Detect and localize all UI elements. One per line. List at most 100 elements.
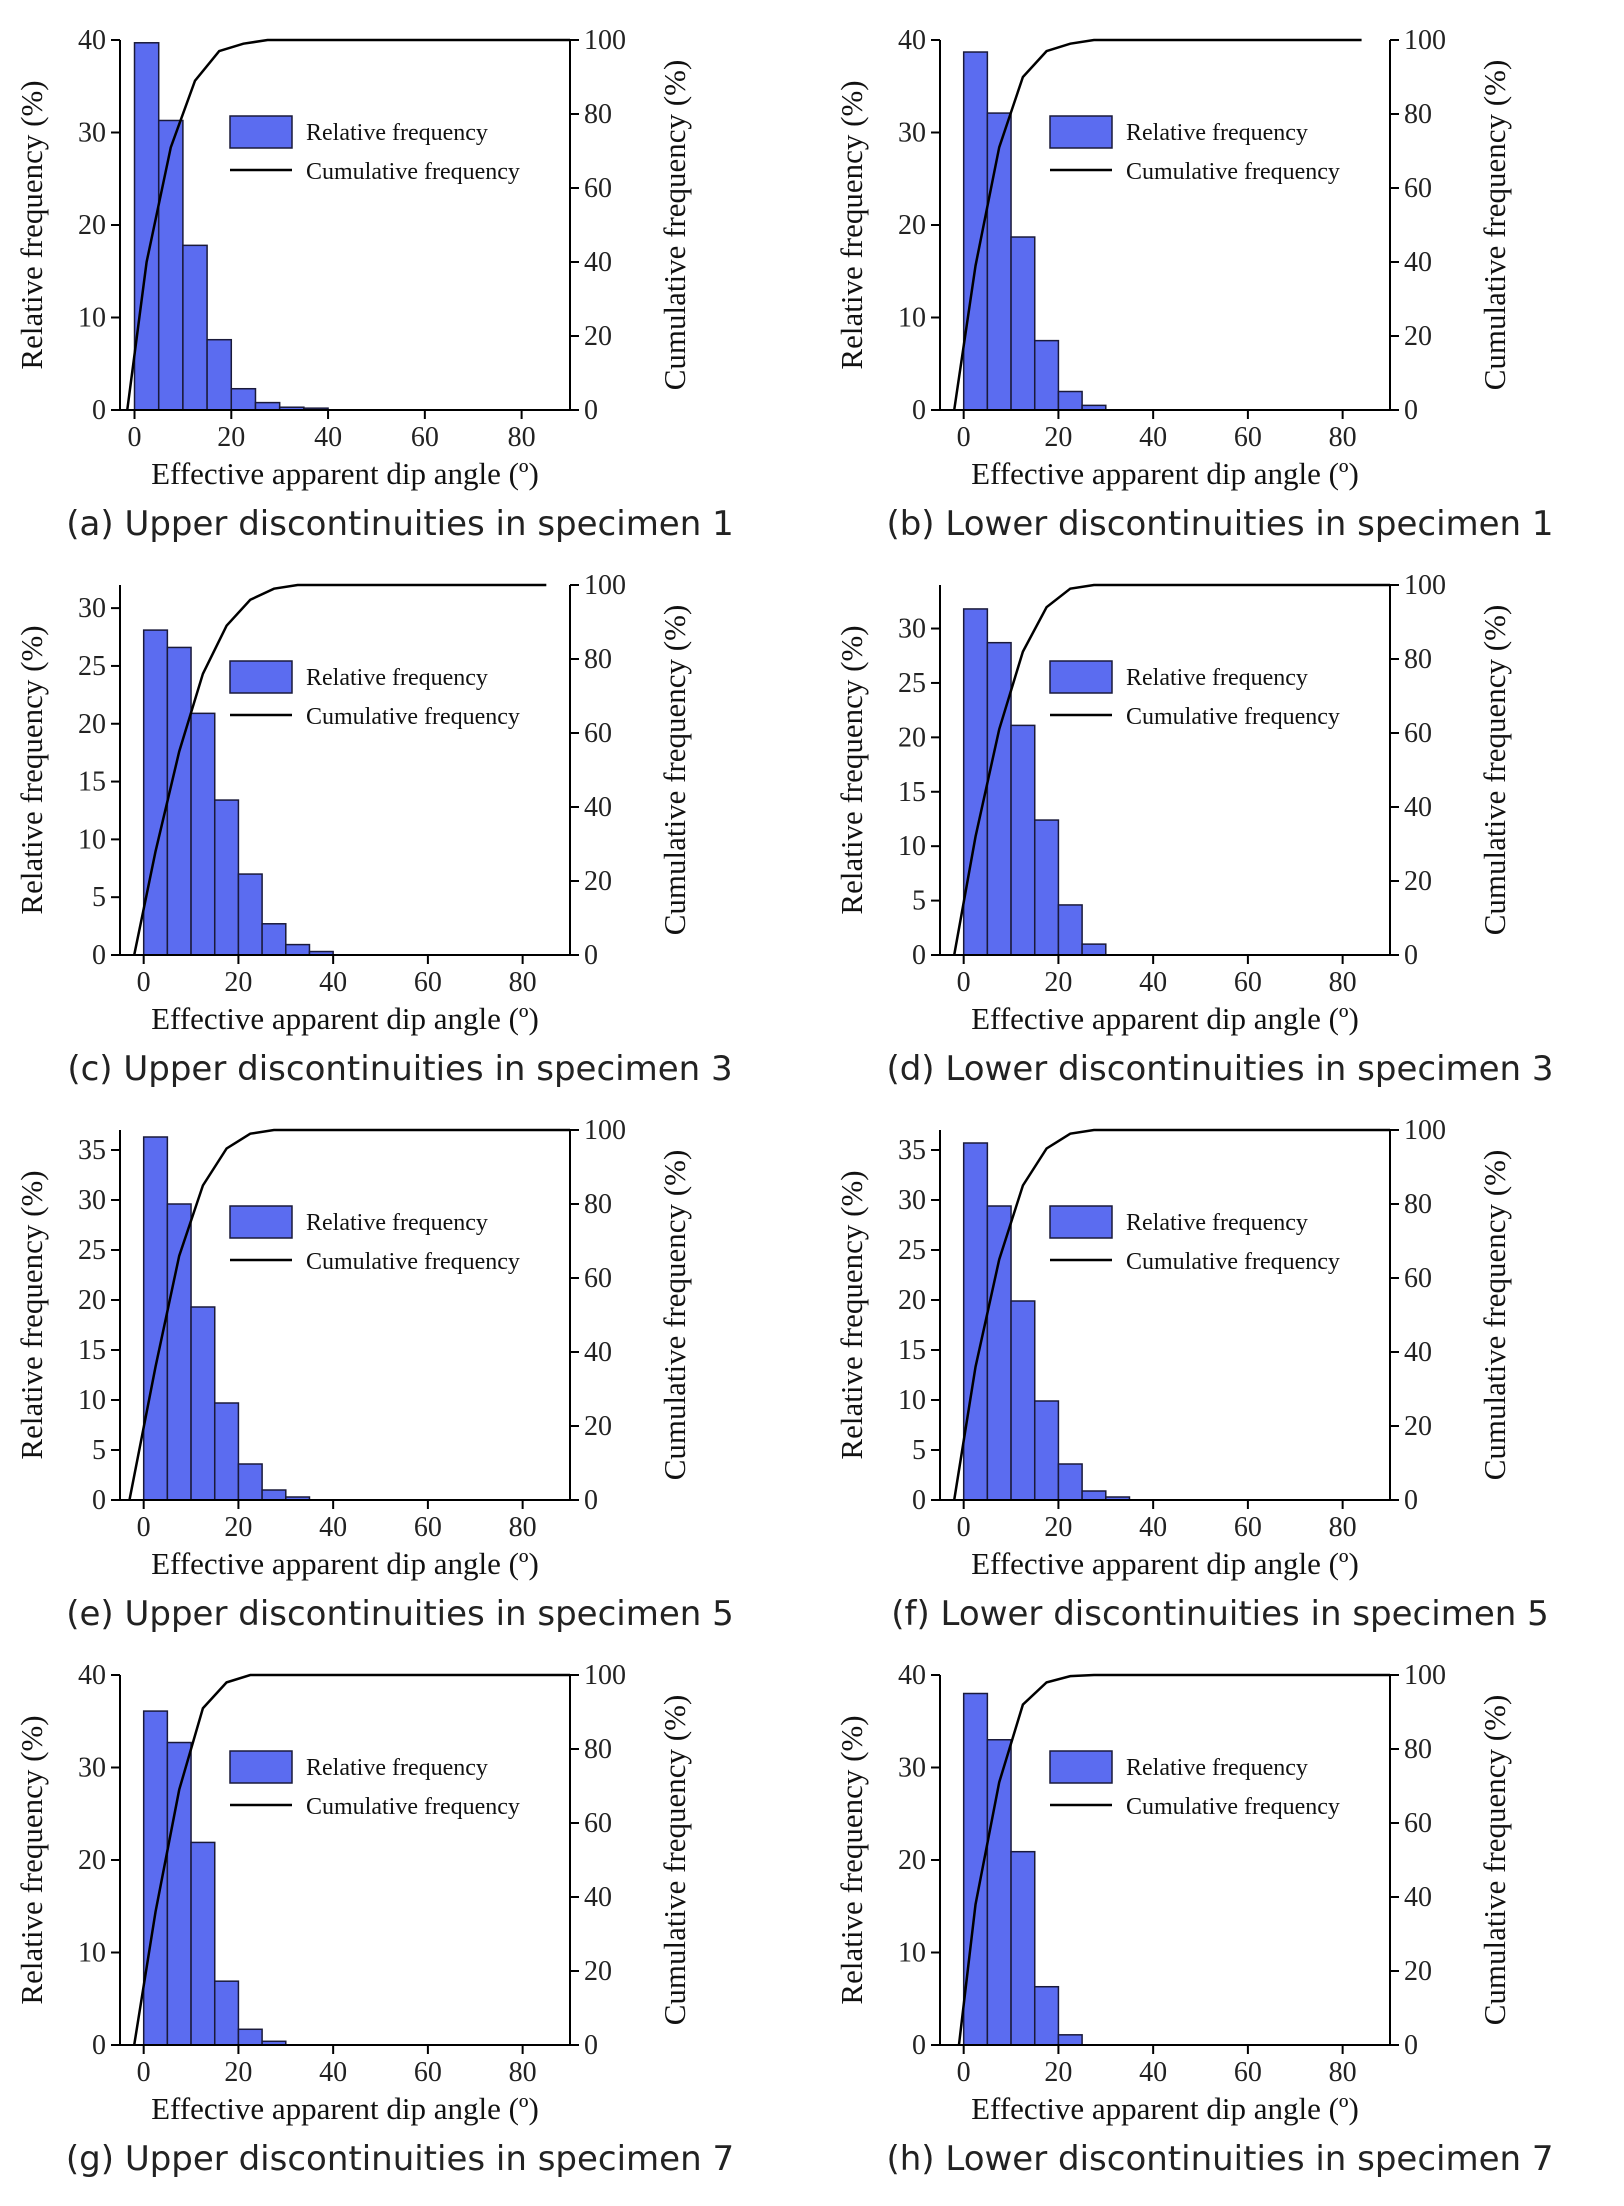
- legend-swatch-bar: [229, 1205, 293, 1239]
- y-tick-label: 20: [78, 709, 106, 740]
- histogram-bar: [1033, 819, 1060, 956]
- y2-tick-label: 0: [1404, 2030, 1418, 2061]
- legend-swatch-bar: [229, 1750, 293, 1784]
- y2-tick-label: 20: [584, 1411, 612, 1442]
- histogram-bar: [230, 387, 257, 411]
- y2-axis-title: Cumulative frequency (%): [657, 60, 692, 391]
- y2-tick-label: 0: [584, 940, 598, 971]
- y2-tick-label: 60: [584, 1808, 612, 1839]
- x-tick-label: 40: [1139, 967, 1167, 998]
- histogram-bar: [206, 338, 233, 411]
- chart-svg-a: 0 20 40 60 80 0 10 20 30 40 0 20 40 60 80 100 Effective …: [14, 25, 692, 491]
- y-tick-label: 25: [78, 651, 106, 682]
- x-tick-label: 20: [1044, 2057, 1072, 2088]
- y-tick-label: 10: [898, 831, 926, 862]
- x-tick-label: 60: [1234, 967, 1262, 998]
- histogram-bar: [157, 119, 184, 411]
- y-tick-label: 5: [92, 1435, 106, 1466]
- histogram-bar: [1081, 943, 1107, 956]
- legend-label: Relative frequency: [306, 1210, 488, 1236]
- x-tick-label: 80: [1329, 1512, 1357, 1543]
- y2-tick-label: 0: [584, 1485, 598, 1516]
- y2-tick-label: 20: [1404, 866, 1432, 897]
- y2-tick-label: 20: [1404, 321, 1432, 352]
- chart-caption: (h) Lower discontinuities in specimen 7: [886, 2139, 1554, 2179]
- y2-tick-label: 100: [584, 25, 626, 56]
- legend-label: Relative frequency: [306, 665, 488, 691]
- cumulative-frequency-line: [957, 1673, 1390, 2046]
- legend-label: Relative frequency: [1126, 120, 1308, 146]
- y2-tick-label: 60: [584, 173, 612, 204]
- histogram-bar: [1010, 1300, 1036, 1501]
- y2-tick-label: 80: [584, 644, 612, 675]
- y2-tick-label: 80: [1404, 1734, 1432, 1765]
- legend-label: Cumulative frequency: [1126, 159, 1340, 185]
- x-tick-label: 40: [314, 422, 342, 453]
- y-axis-title: Relative frequency (%): [14, 80, 49, 369]
- chart-panel-g: 0 20 40 60 80 0 10 20 30 40 0 20 40 60 80 100 Effective …: [10, 1645, 790, 2190]
- y-tick-label: 10: [78, 1385, 106, 1416]
- y-tick-label: 0: [912, 940, 926, 971]
- y-tick-label: 15: [78, 1335, 106, 1366]
- y-tick-label: 30: [78, 1753, 106, 1784]
- x-tick-label: 0: [957, 422, 971, 453]
- histogram-bar: [1057, 390, 1083, 411]
- y2-tick-label: 40: [1404, 247, 1432, 278]
- x-tick-label: 0: [957, 1512, 971, 1543]
- x-axis-title: Effective apparent dip angle (º): [151, 456, 539, 491]
- y-tick-label: 30: [78, 593, 106, 624]
- legend-label: Cumulative frequency: [306, 1794, 520, 1820]
- y2-axis-title: Cumulative frequency (%): [657, 1695, 692, 2026]
- y-tick-label: 15: [898, 777, 926, 808]
- y2-tick-label: 60: [1404, 1263, 1432, 1294]
- histogram-bar: [213, 1402, 240, 1501]
- histogram-bar: [190, 1841, 216, 2046]
- y2-tick-label: 100: [1404, 1115, 1446, 1146]
- chart-svg-c: 0 20 40 60 80 0 5 10 15 20 25 30 0 20 40 60 80 100 Effecti…: [14, 570, 692, 1036]
- cumulative-frequency-line: [128, 1128, 570, 1501]
- histogram-bar: [1010, 236, 1036, 411]
- y-tick-label: 0: [92, 940, 106, 971]
- y-tick-label: 30: [898, 1753, 926, 1784]
- chart-caption: (a) Upper discontinuities in specimen 1: [66, 504, 734, 544]
- x-tick-label: 60: [411, 422, 439, 453]
- histogram-bar: [190, 712, 216, 956]
- y-tick-label: 40: [898, 1660, 926, 1691]
- x-tick-label: 80: [1329, 422, 1357, 453]
- y-tick-label: 30: [898, 1185, 926, 1216]
- y-tick-label: 10: [898, 303, 926, 334]
- y-axis-title: Relative frequency (%): [14, 625, 49, 914]
- cumulative-frequency-line: [952, 1128, 1390, 1501]
- y-tick-label: 0: [92, 395, 106, 426]
- y2-tick-label: 60: [584, 718, 612, 749]
- cumulative-frequency-line: [126, 38, 570, 411]
- x-axis-title: Effective apparent dip angle (º): [971, 1546, 1359, 1581]
- x-tick-label: 60: [414, 1512, 442, 1543]
- legend-label: Cumulative frequency: [1126, 1794, 1340, 1820]
- y2-tick-label: 100: [584, 570, 626, 601]
- histogram-bar: [986, 112, 1012, 411]
- x-tick-label: 0: [137, 1512, 151, 1543]
- legend-swatch-bar: [1049, 1750, 1113, 1784]
- cumulative-frequency-line: [132, 583, 547, 956]
- histogram-bar: [254, 401, 281, 411]
- chart-caption: (f) Lower discontinuities in specimen 5: [891, 1594, 1549, 1634]
- x-tick-label: 60: [1234, 2057, 1262, 2088]
- x-tick-label: 80: [509, 2057, 537, 2088]
- y-tick-label: 5: [912, 886, 926, 917]
- histogram-bar: [1010, 724, 1036, 956]
- histogram-bar: [142, 629, 169, 956]
- y2-tick-label: 80: [1404, 1189, 1432, 1220]
- x-tick-label: 20: [224, 2057, 252, 2088]
- histogram-bar: [1057, 2034, 1083, 2046]
- x-tick-label: 40: [1139, 422, 1167, 453]
- y-tick-label: 25: [898, 668, 926, 699]
- legend-swatch-bar: [1049, 1205, 1113, 1239]
- legend-label: Cumulative frequency: [306, 1249, 520, 1275]
- chart-caption: (g) Upper discontinuities in specimen 7: [65, 2139, 735, 2179]
- y-tick-label: 35: [898, 1135, 926, 1166]
- legend-swatch-bar: [1049, 115, 1113, 149]
- histogram-bar: [1057, 904, 1083, 956]
- legend-swatch-bar: [229, 115, 293, 149]
- legend-label: Cumulative frequency: [1126, 704, 1340, 730]
